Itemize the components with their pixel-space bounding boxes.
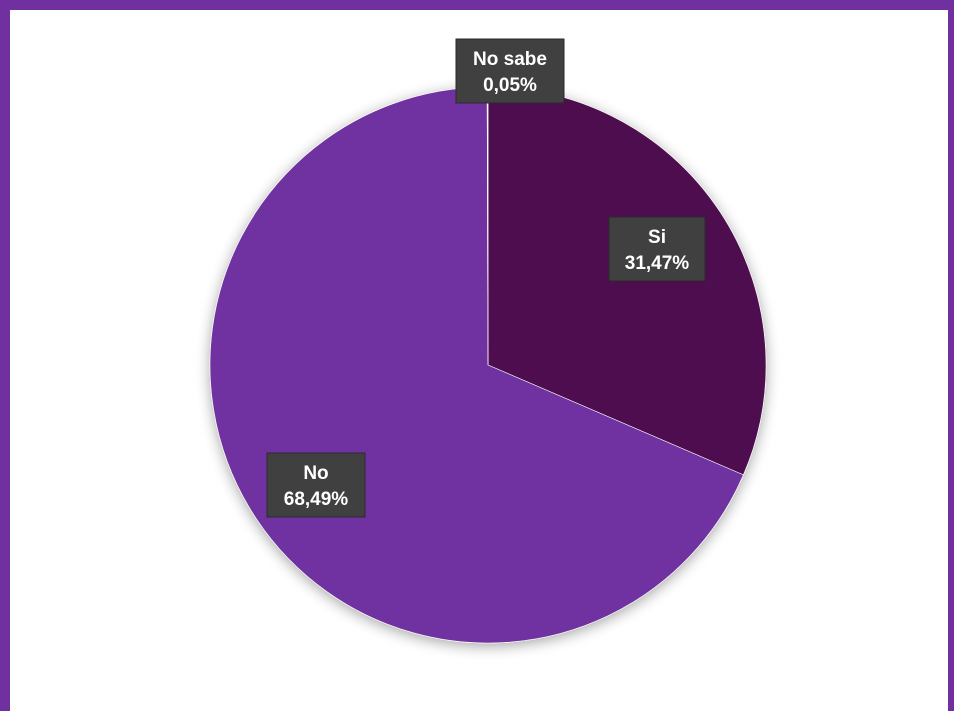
data-label-category: Si: [648, 227, 666, 248]
data-label-no: No 68,49%: [266, 452, 366, 518]
data-label-box: [455, 38, 565, 104]
data-label-value: 68,49%: [284, 489, 349, 510]
data-label-box: [608, 216, 706, 282]
data-label-category: No: [303, 463, 328, 484]
data-label-value: 0,05%: [483, 75, 537, 96]
data-label-no-sabe: No sabe 0,05%: [455, 38, 565, 104]
data-label-box: [266, 452, 366, 518]
data-label-category: No sabe: [473, 49, 547, 70]
pie-slices: [209, 86, 767, 644]
data-labels: Si 31,47% No 68,49% No sabe 0,05%: [266, 38, 706, 518]
data-label-si: Si 31,47%: [608, 216, 706, 282]
data-label-value: 31,47%: [625, 253, 690, 274]
